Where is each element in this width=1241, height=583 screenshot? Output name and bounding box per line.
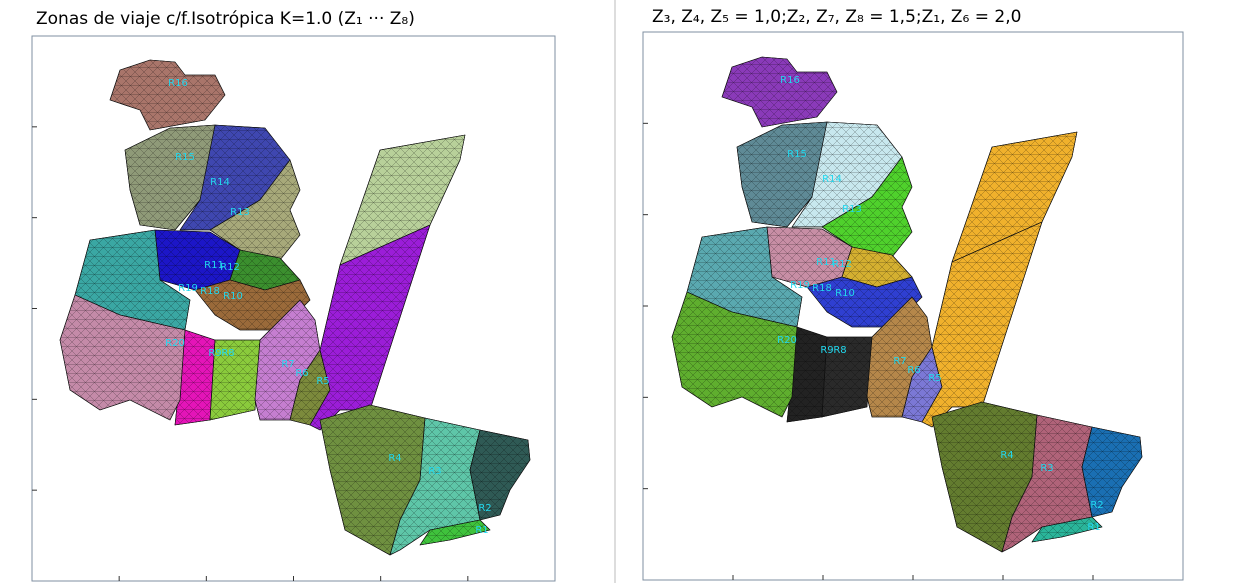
region-label: R1 [1087,522,1100,533]
region-label: R18 [812,283,832,294]
region-label: R10 [835,288,855,299]
region-label: R12 [832,259,852,270]
mesh [110,60,225,130]
region-label: R10 [223,291,243,302]
region-label: R1 [475,525,488,536]
region-label: R5 [928,373,941,384]
region-label: R20 [165,338,185,349]
region-label: R9 [208,348,221,359]
figure: Zonas de viaje c/f.Isotrópica K=1.0 (Z₁ … [0,0,1241,583]
region-label: R19 [790,280,810,291]
region-label: R16 [780,75,800,86]
region-label: R19 [178,283,198,294]
region-label: R15 [175,152,195,163]
region-label: R7 [281,359,294,370]
region-label: R8 [221,348,234,359]
mesh [922,222,1042,427]
region-label: R3 [1040,463,1053,474]
panel-title: Zonas de viaje c/f.Isotrópica K=1.0 (Z₁ … [36,9,415,29]
mesh [722,57,837,127]
region-label: R2 [1090,500,1103,511]
panel-title: Z₃, Z₄, Z₅ = 1,0;Z₂, Z₇, Z₈ = 1,5;Z₁, Z₆… [652,7,1021,27]
region-label: R7 [893,356,906,367]
region-label: R15 [787,149,807,160]
region-label: R20 [777,335,797,346]
region-label: R6 [295,368,308,379]
region-label: R14 [210,177,230,188]
region-label: R6 [907,365,920,376]
region-label: R2 [478,503,491,514]
region-label: R3 [428,466,441,477]
mesh [310,225,430,430]
region-label: R13 [230,207,250,218]
region-label: R8 [833,345,846,356]
region-label: R12 [220,262,240,273]
region-label: R18 [200,286,220,297]
region-label: R14 [822,174,842,185]
region-label: R5 [316,376,329,387]
region-label: R16 [168,78,188,89]
region-label: R4 [1000,450,1013,461]
region-label: R9 [820,345,833,356]
region-label: R4 [388,453,401,464]
region-label: R13 [842,204,862,215]
